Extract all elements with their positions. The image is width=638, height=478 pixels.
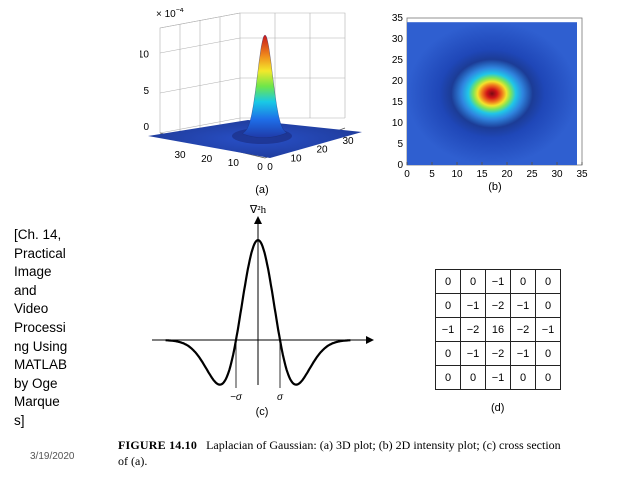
kernel-cell: −1 xyxy=(435,317,461,342)
citation-line: Processi xyxy=(14,319,66,335)
kernel-cell: 0 xyxy=(435,293,461,318)
z-tick-label: 0 xyxy=(143,122,149,133)
y-tick-label: 30 xyxy=(392,34,404,45)
panel-label-b: (b) xyxy=(488,181,501,193)
log-kernel-table: 0 0 −1 0 0 0 −1 −2 −1 0 −1 −2 16 −2 −1 0 −1 −2 −1 0 0 0 −1 0 0 xyxy=(435,269,561,390)
caption-text-2: of (a). xyxy=(118,454,148,468)
x-tick-label: 0 xyxy=(267,162,273,173)
x-tick-label: 10 xyxy=(290,153,302,164)
x-tick-label: 30 xyxy=(551,169,563,180)
surface-plot-a: × 10−4 0 5 10 0 10 20 30 30 20 10 0 (a) xyxy=(140,8,362,196)
x-tick-label: 5 xyxy=(429,169,435,180)
citation-line: Video xyxy=(14,301,49,317)
y-tick-label: 35 xyxy=(392,13,404,24)
kernel-row: 0 0 −1 0 0 xyxy=(435,269,561,294)
citation-line: s] xyxy=(14,412,25,428)
kernel-cell: 0 xyxy=(535,341,561,366)
kernel-cell: 0 xyxy=(435,365,461,390)
z-tick-label: 10 xyxy=(140,50,149,61)
citation-line: Marque xyxy=(14,394,60,410)
y-tick-label: 10 xyxy=(392,118,404,129)
citation-line: by Oge xyxy=(14,375,58,391)
kernel-cell: −2 xyxy=(485,341,511,366)
surface-peak xyxy=(242,34,288,138)
x-tick-label: 15 xyxy=(476,169,488,180)
kernel-cell: −1 xyxy=(460,341,486,366)
kernel-cell: 0 xyxy=(460,269,486,294)
y-tick-label: 25 xyxy=(392,55,404,66)
y-tick-label: 20 xyxy=(201,154,213,165)
kernel-row: 0 0 −1 0 0 xyxy=(435,365,561,390)
kernel-cell: −1 xyxy=(510,293,536,318)
kernel-cell: −2 xyxy=(510,317,536,342)
y-tick-label: 5 xyxy=(397,139,403,150)
intensity-plot-b: 0 5 10 15 20 25 30 35 0 5 10 15 20 25 30 35 (b) xyxy=(392,13,588,193)
heatmap-image xyxy=(407,22,577,166)
kernel-cell: −2 xyxy=(485,293,511,318)
y-tick-label: 30 xyxy=(174,150,186,161)
y-axis-label: ∇²h xyxy=(249,204,267,216)
sigma-label: −σ xyxy=(230,392,243,403)
kernel-cell: 0 xyxy=(535,269,561,294)
caption-text-1: Laplacian of Gaussian: (a) 3D plot; (b) … xyxy=(206,438,561,452)
y-tick-label: 0 xyxy=(397,160,403,171)
kernel-row: 0 −1 −2 −1 0 xyxy=(435,293,561,318)
x-tick-label: 25 xyxy=(526,169,538,180)
citation-line: and xyxy=(14,282,37,298)
panel-label-a: (a) xyxy=(255,184,268,196)
citation-line: [Ch. 14, xyxy=(14,227,62,242)
kernel-cell: −1 xyxy=(485,365,511,390)
z-tick-label: 5 xyxy=(143,86,149,97)
kernel-cell: 0 xyxy=(435,341,461,366)
x-tick-label: 20 xyxy=(501,169,513,180)
y-tick-label: 0 xyxy=(257,162,263,173)
z-exponent-label: × 10−4 xyxy=(156,8,184,20)
kernel-cell: −1 xyxy=(510,341,536,366)
kernel-cell: 16 xyxy=(485,317,511,342)
citation-line: Practical xyxy=(14,245,66,261)
kernel-cell: −1 xyxy=(485,269,511,294)
x-tick-label: 0 xyxy=(404,169,410,180)
kernel-cell: 0 xyxy=(535,365,561,390)
citation-line: MATLAB xyxy=(14,357,68,373)
sigma-label: σ xyxy=(277,392,284,403)
y-tick-label: 15 xyxy=(392,97,404,108)
kernel-row: 0 −1 −2 −1 0 xyxy=(435,341,561,366)
kernel-cell: 0 xyxy=(535,293,561,318)
figure-label: FIGURE 14.10 xyxy=(118,438,198,452)
kernel-cell: −1 xyxy=(460,293,486,318)
x-tick-label: 10 xyxy=(451,169,463,180)
kernel-cell: 0 xyxy=(460,365,486,390)
x-tick-label: 35 xyxy=(576,169,588,180)
x-tick-label: 20 xyxy=(316,145,328,156)
citation-line: Image xyxy=(14,264,52,280)
x-tick-label: 30 xyxy=(342,136,354,147)
kernel-row: −1 −2 16 −2 −1 xyxy=(435,317,561,342)
kernel-cell: 0 xyxy=(435,269,461,294)
citation-line: ng Using xyxy=(14,338,68,354)
log-curve xyxy=(165,238,351,386)
slide-date: 3/19/2020 xyxy=(30,451,75,462)
kernel-cell: 0 xyxy=(510,365,536,390)
citation-text: [Ch. 14, Practical Image and Video Proce… xyxy=(14,226,76,431)
kernel-cell: 0 xyxy=(510,269,536,294)
kernel-cell: −2 xyxy=(460,317,486,342)
figure-caption: FIGURE 14.10 Laplacian of Gaussian: (a) … xyxy=(118,437,638,469)
y-tick-label: 20 xyxy=(392,76,404,87)
panel-label-d: (d) xyxy=(491,402,505,414)
y-tick-label: 10 xyxy=(228,158,240,169)
panel-label-c: (c) xyxy=(256,406,269,418)
cross-section-plot-c: ∇²h −σ σ (c) xyxy=(152,204,374,418)
kernel-cell: −1 xyxy=(535,317,561,342)
